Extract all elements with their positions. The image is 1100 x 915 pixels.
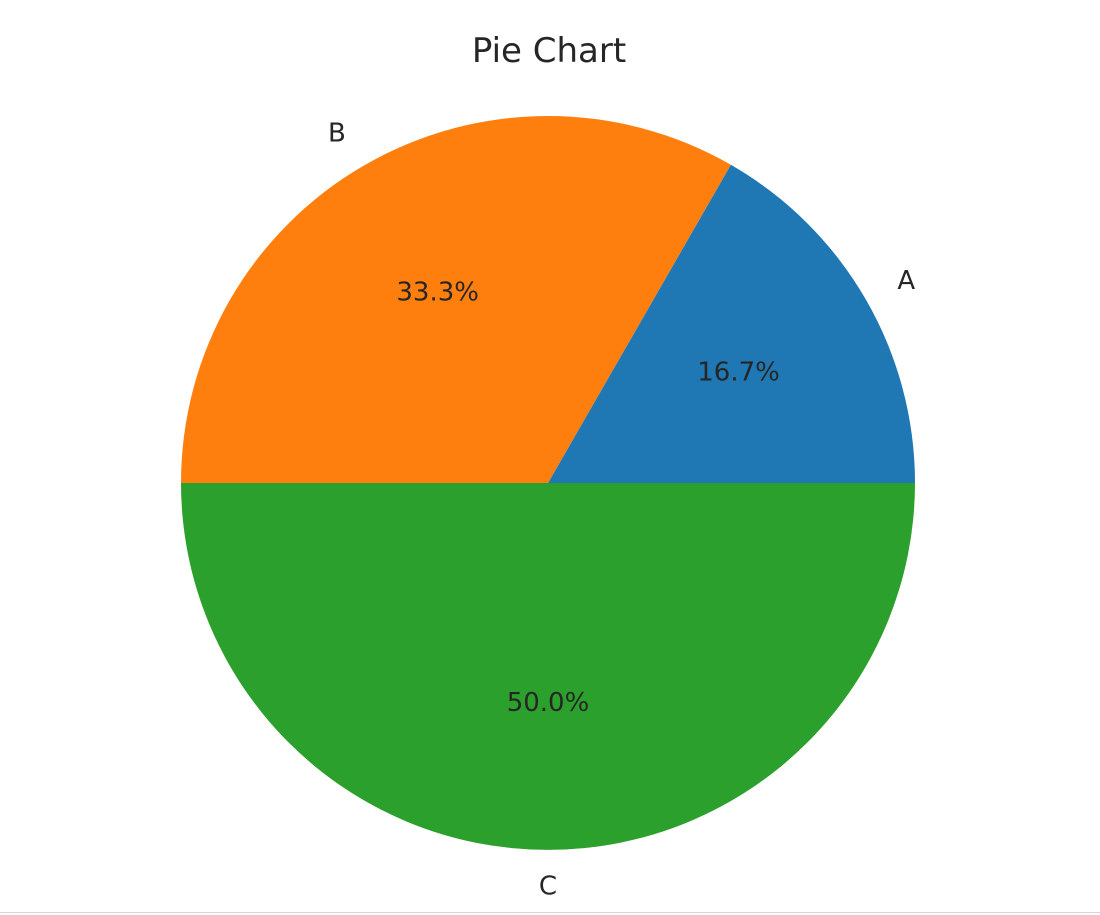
pie-labels: A 16.7% B 33.3% C 50.0%	[328, 119, 915, 902]
pie-slice-a	[548, 164, 915, 484]
category-label-a: A	[897, 266, 915, 296]
bottom-divider	[0, 912, 1100, 913]
percent-label-c: 50.0%	[507, 688, 590, 718]
chart-title: Pie Chart	[472, 31, 626, 71]
pie-slice-b	[181, 116, 731, 483]
percent-label-a: 16.7%	[697, 358, 780, 388]
pie-slice-c	[181, 483, 915, 850]
percent-label-b: 33.3%	[396, 277, 479, 307]
pie-slices	[181, 116, 915, 850]
category-label-c: C	[539, 872, 557, 902]
category-label-b: B	[328, 119, 346, 149]
